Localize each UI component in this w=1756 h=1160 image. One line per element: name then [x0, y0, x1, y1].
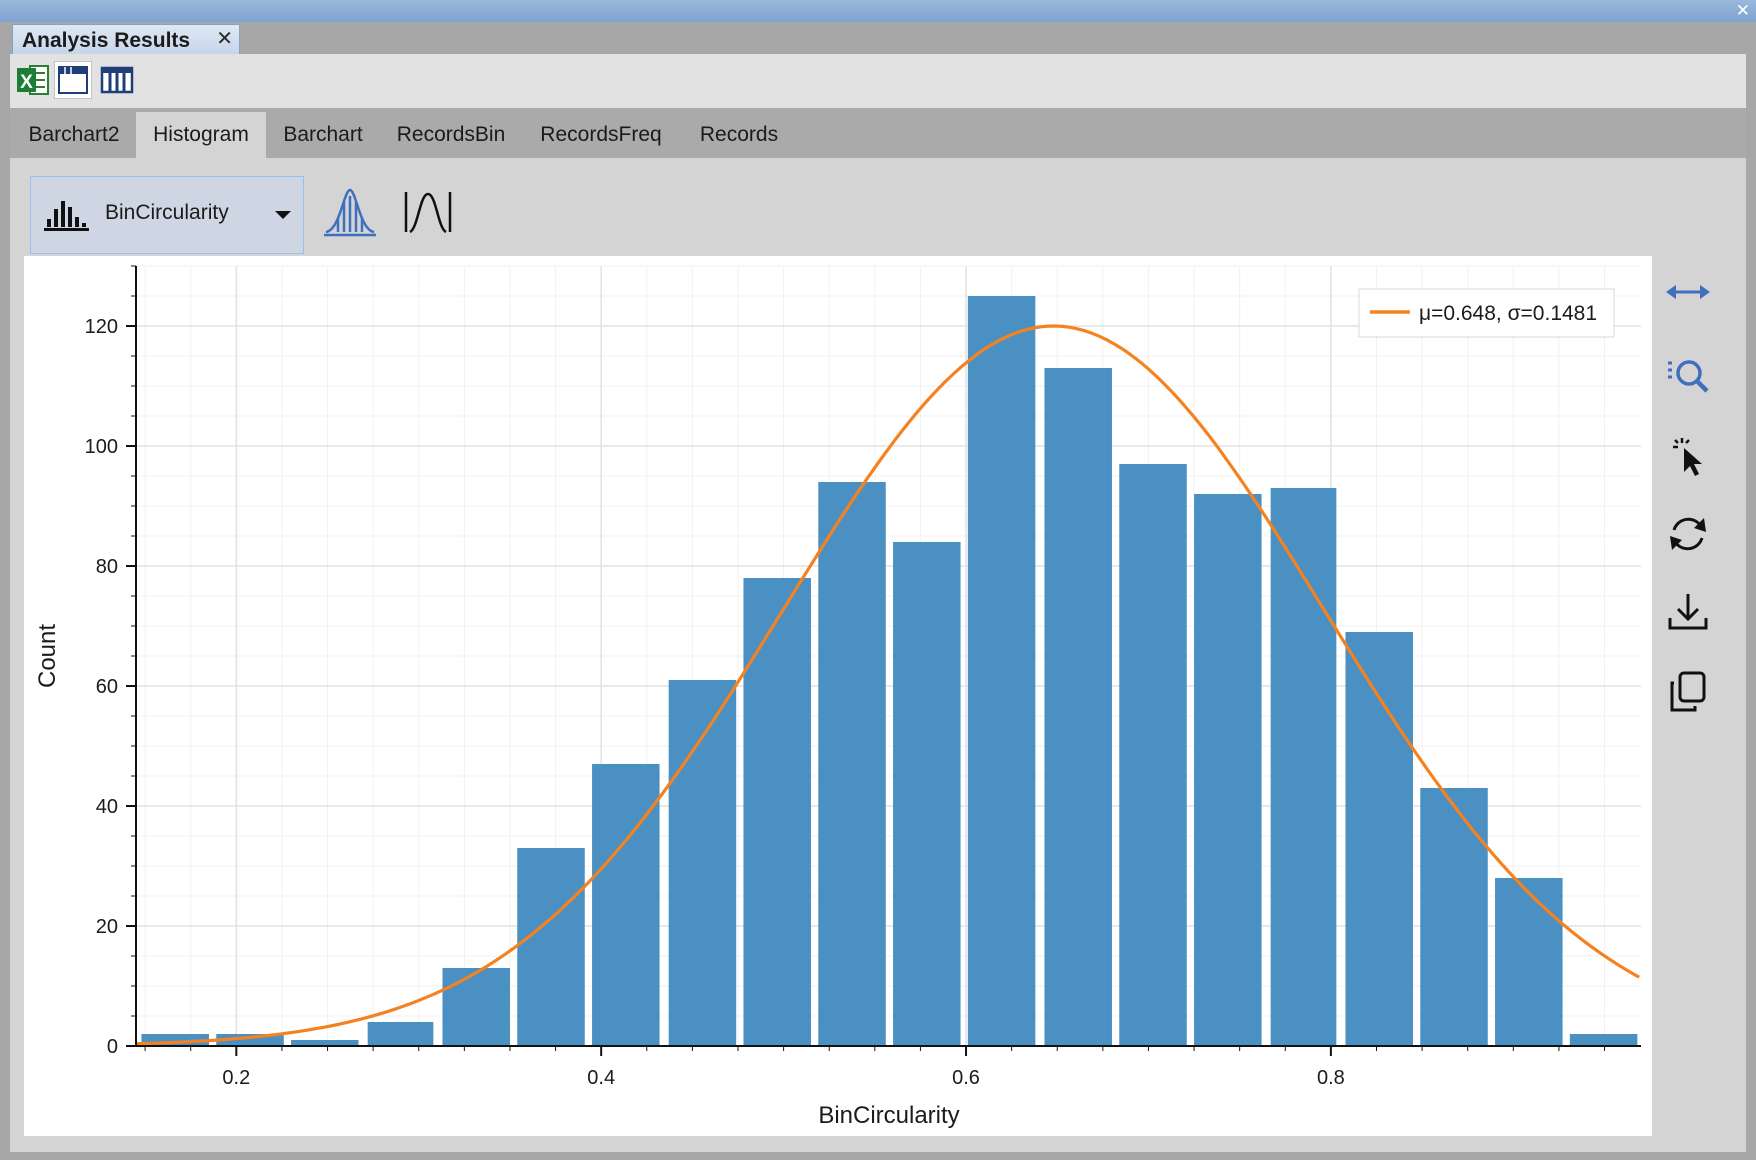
y-tick-label: 80 [96, 556, 118, 578]
y-axis-label: Count [34, 624, 61, 688]
excel-icon-letter: X [20, 72, 33, 93]
x-tick-label: 0.4 [587, 1067, 615, 1089]
excel-export-icon: X [17, 65, 49, 95]
columns-icon [100, 66, 134, 94]
histogram-icon [44, 201, 89, 231]
download-icon [1668, 594, 1708, 630]
tab-recordsbin[interactable]: RecordsBin [396, 123, 506, 146]
tab-records[interactable]: Records [699, 123, 779, 146]
histogram-bar [592, 764, 660, 1046]
window-close-icon[interactable]: ✕ [1735, 1, 1750, 20]
histogram-bar [1044, 368, 1112, 1046]
normal-fit-icon [324, 188, 376, 237]
toolbar: X [10, 54, 1746, 108]
chart-axes: 0.2 0.4 0.6 0.8 0 20 40 60 80 100 120 [85, 265, 1641, 1089]
histogram-bar [291, 1040, 359, 1046]
download-button[interactable] [1664, 588, 1712, 636]
curve-button[interactable] [400, 184, 456, 240]
histogram-bar [1569, 1034, 1638, 1046]
histogram-bar [1420, 788, 1488, 1046]
y-tick-label: 0 [107, 1036, 118, 1058]
variable-select-value: BinCircularity [105, 201, 229, 224]
y-tick-label: 20 [96, 916, 118, 938]
document-tab-strip [0, 22, 1756, 54]
x-axis-label: BinCircularity [818, 1102, 959, 1129]
histogram-bar [367, 1022, 434, 1046]
histogram-bar [743, 578, 811, 1046]
frame-bottom [0, 1152, 1756, 1160]
copy-icon [1670, 671, 1706, 712]
histogram-bar [893, 542, 961, 1046]
window-button[interactable] [54, 61, 92, 99]
zoom-list-icon [1668, 360, 1709, 393]
select-pointer-button[interactable] [1664, 432, 1712, 480]
y-tick-label: 100 [85, 436, 118, 458]
curve-icon [404, 192, 452, 234]
histogram-bar [818, 482, 886, 1046]
frame-left [0, 54, 10, 1160]
legend-label: μ=0.648, σ=0.1481 [1419, 302, 1597, 325]
y-tick-label: 60 [96, 676, 118, 698]
tab-histogram[interactable]: Histogram [136, 112, 266, 158]
tab-barchart2[interactable]: Barchart2 [28, 123, 120, 146]
histogram-bar [1495, 878, 1563, 1046]
excel-export-button[interactable]: X [14, 61, 52, 99]
columns-button[interactable] [98, 61, 136, 99]
variable-select[interactable]: BinCircularity [30, 176, 304, 254]
histogram-bar [1119, 464, 1187, 1046]
x-tick-label: 0.2 [222, 1067, 250, 1089]
chart-bars [141, 296, 1638, 1046]
histogram-bar [517, 848, 585, 1046]
y-tick-label: 40 [96, 796, 118, 818]
window-titlebar: ✕ [0, 0, 1756, 22]
select-pointer-icon [1673, 438, 1702, 476]
document-tab-analysis-results[interactable]: Analysis Results ✕ [12, 24, 240, 54]
tab-barchart[interactable]: Barchart [283, 123, 363, 146]
horizontal-arrows-icon [1666, 285, 1710, 299]
histogram-bar [1345, 632, 1413, 1046]
y-tick-label: 120 [85, 316, 118, 338]
histogram-bar [967, 296, 1036, 1046]
normal-fit-button[interactable] [322, 184, 378, 240]
tab-close-icon[interactable]: ✕ [216, 28, 233, 50]
histogram-bar [668, 680, 737, 1046]
refresh-icon [1670, 517, 1706, 551]
chart-grid [136, 265, 1641, 1046]
chevron-down-icon [275, 211, 291, 219]
histogram-bar [1194, 494, 1262, 1046]
normal-fit-curve [135, 324, 1640, 1046]
document-tab-label: Analysis Results [22, 29, 191, 52]
copy-button[interactable] [1664, 668, 1712, 716]
view-tabs: Barchart2 Histogram Barchart RecordsBin … [10, 108, 1746, 158]
tab-recordsfreq[interactable]: RecordsFreq [540, 123, 662, 146]
chart-legend: μ=0.648, σ=0.1481 [1358, 288, 1615, 338]
refresh-button[interactable] [1664, 510, 1712, 558]
zoom-list-button[interactable] [1664, 350, 1712, 398]
histogram-bar [442, 968, 510, 1046]
window-icon [58, 66, 88, 94]
x-tick-label: 0.6 [952, 1067, 980, 1089]
horizontal-arrows-button[interactable] [1664, 268, 1712, 316]
frame-right [1746, 54, 1756, 1160]
x-tick-label: 0.8 [1317, 1067, 1345, 1089]
histogram-bar [1270, 488, 1337, 1046]
